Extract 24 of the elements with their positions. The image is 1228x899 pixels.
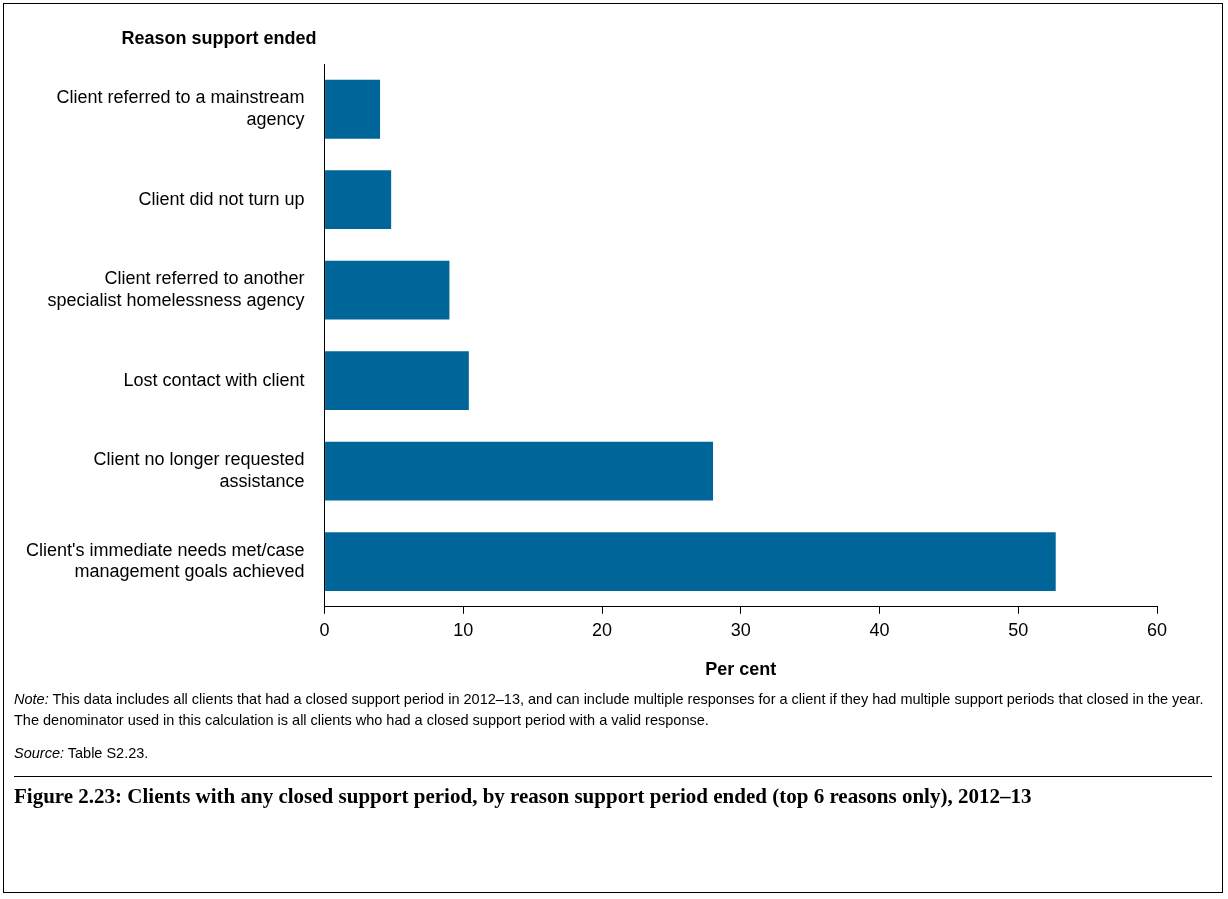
bar (325, 170, 392, 230)
x-tick-label: 40 (869, 619, 890, 640)
bar (325, 532, 1056, 591)
bar (325, 79, 381, 139)
y-tick-label: Client no longer requested assistance (93, 449, 305, 491)
x-axis-title: Per cent (705, 659, 777, 680)
x-tick-label: 50 (1008, 619, 1029, 640)
x-tick-label: 20 (592, 619, 613, 640)
y-tick-label: Client referred to another specialist homelessness agency (47, 268, 305, 310)
x-tick-label: 60 (1146, 619, 1168, 640)
bar (325, 351, 469, 411)
y-tick-label: Lost contact with client (123, 369, 305, 390)
y-tick-label: Client's immediate needs met/case management goals achieved (26, 539, 305, 582)
x-tick-label: 0 (319, 619, 330, 640)
y-tick-label: Client referred to a mainstream agency (56, 87, 305, 129)
source-note: Source: Table S2.23. (14, 744, 150, 763)
y-tick-label: Client did not turn up (138, 188, 305, 209)
x-tick-label: 30 (730, 619, 751, 640)
x-tick-label: 10 (453, 619, 474, 640)
y-axis-title: Reason support ended (121, 27, 317, 48)
text: Note: This data includes all clients that had a closed support period in 2012–13, and can include multiple responses for a client if they had multiple support periods that closed in the year. The denominator used in this calculation is all clients who had a closed support period with a valid response. (14, 690, 1205, 730)
text: Figure 2.23: Clients with any closed support period, by reason support period ended (top 6 reasons only), 2012–13 (14, 776, 1212, 809)
bar (325, 441, 714, 501)
bar (325, 260, 450, 320)
